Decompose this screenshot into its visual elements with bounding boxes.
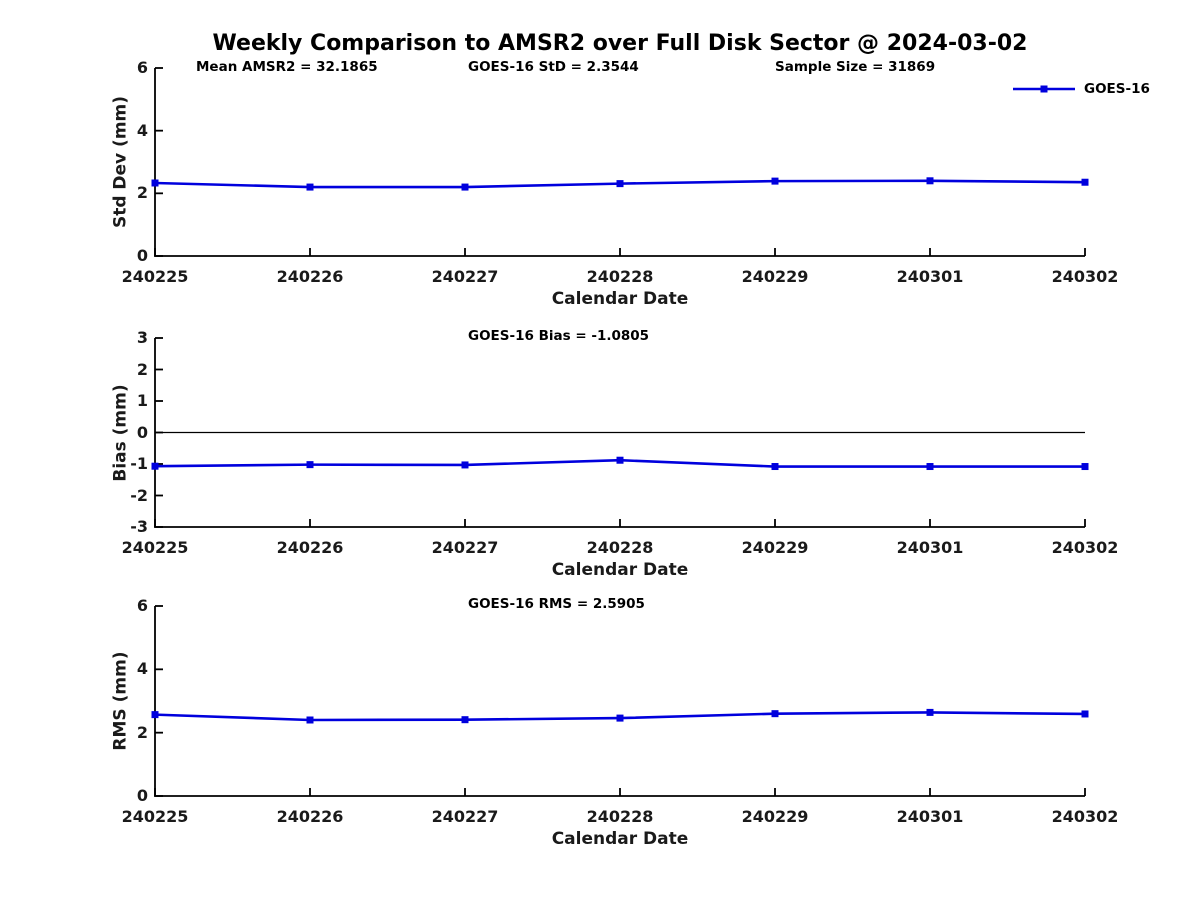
bias-data-marker: [151, 462, 159, 470]
bias-x-tick-label: 240229: [741, 538, 809, 557]
bias-x-tick-label: 240225: [121, 538, 189, 557]
rms-x-tick-label: 240227: [431, 807, 499, 826]
legend-line-sample: [1013, 85, 1075, 93]
figure-title: Weekly Comparison to AMSR2 over Full Dis…: [212, 31, 1028, 56]
std-dev-y-tick-label: 2: [136, 183, 148, 203]
std-dev-x-tick-label: 240225: [121, 267, 189, 286]
std-dev-x-tick-label: 240228: [586, 267, 654, 286]
rms-y-tick-label: 0: [136, 786, 148, 805]
rms-data-line: [154, 711, 1086, 722]
bias-x-tick-label: 240302: [1051, 538, 1119, 557]
rms-y-tick-label: 4: [136, 659, 148, 679]
bias-data-marker: [616, 456, 624, 464]
std-dev-data-marker: [616, 180, 624, 188]
rms-data-marker: [771, 710, 779, 718]
std-dev-data-marker: [926, 177, 934, 185]
bias-y-axis-label: Bias (mm): [110, 383, 131, 482]
bias-y-tick-label: 3: [136, 328, 148, 347]
bias-annotation: GOES-16 Bias = -1.0805: [468, 328, 650, 344]
std-dev-data-marker: [151, 179, 159, 187]
std-dev-data-line: [154, 179, 1086, 189]
bias-data-marker: [771, 463, 779, 471]
std-dev-data-marker: [461, 183, 469, 191]
bias-x-tick-label: 240301: [896, 538, 964, 557]
rms-data-marker: [926, 708, 934, 716]
bias-y-tick-label: -3: [130, 517, 148, 536]
std-dev-x-tick-label: 240229: [741, 267, 809, 286]
rms-x-axis-label: Calendar Date: [551, 829, 689, 849]
bias-x-tick-label: 240228: [586, 538, 654, 557]
bias-y-tick-label: 1: [136, 391, 148, 410]
std-dev-x-tick-label: 240226: [276, 267, 344, 286]
rms-data-marker: [1081, 710, 1089, 718]
std-dev-data-marker: [306, 183, 314, 191]
rms-data-marker: [306, 716, 314, 724]
bias-data-marker: [1081, 463, 1089, 471]
std-dev-y-axis-label: Std Dev (mm): [110, 95, 131, 229]
bias-data-marker: [461, 461, 469, 469]
rms-x-tick-label: 240226: [276, 807, 344, 826]
rms-data-marker: [616, 714, 624, 722]
bias-y-tick-label: -1: [130, 454, 148, 473]
rms-y-tick-label: 2: [136, 722, 148, 742]
bias-x-tick-label: 240227: [431, 538, 499, 557]
rms-x-tick-label: 240229: [741, 807, 809, 826]
std-dev-x-tick-label: 240227: [431, 267, 499, 286]
std-dev-annotation: Sample Size = 31869: [775, 59, 936, 75]
std-dev-annotation: Mean AMSR2 = 32.1865: [196, 59, 378, 75]
std-dev-data-marker: [771, 177, 779, 185]
bias-data-marker: [306, 461, 314, 469]
rms-data-marker: [151, 711, 159, 719]
rms-x-tick-label: 240301: [896, 807, 964, 826]
rms-y-tick-label: 6: [136, 596, 148, 615]
legend-label: GOES-16: [1084, 81, 1150, 97]
bias-y-tick-label: 0: [136, 422, 148, 442]
std-dev-x-tick-label: 240302: [1051, 267, 1119, 286]
std-dev-annotation: GOES-16 StD = 2.3544: [468, 59, 639, 75]
rms-data-marker: [461, 716, 469, 724]
std-dev-y-tick-label: 0: [136, 246, 148, 265]
std-dev-x-tick-label: 240301: [896, 267, 964, 286]
bias-y-tick-label: 2: [136, 359, 148, 379]
rms-x-tick-label: 240228: [586, 807, 654, 826]
std-dev-x-axis-label: Calendar Date: [551, 289, 689, 309]
rms-annotation: GOES-16 RMS = 2.5905: [468, 596, 645, 612]
std-dev-data-marker: [1081, 178, 1089, 186]
rms-x-tick-label: 240225: [121, 807, 189, 826]
bias-y-tick-label: -2: [130, 485, 148, 505]
legend: GOES-16: [1012, 81, 1150, 97]
rms-y-axis-label: RMS (mm): [110, 651, 131, 751]
bias-x-tick-label: 240226: [276, 538, 344, 557]
bias-data-marker: [926, 463, 934, 471]
rms-x-tick-label: 240302: [1051, 807, 1119, 826]
bias-data-line: [154, 458, 1086, 468]
std-dev-y-tick-label: 6: [136, 58, 148, 77]
bias-x-axis-label: Calendar Date: [551, 560, 689, 580]
std-dev-y-tick-label: 4: [136, 120, 148, 140]
